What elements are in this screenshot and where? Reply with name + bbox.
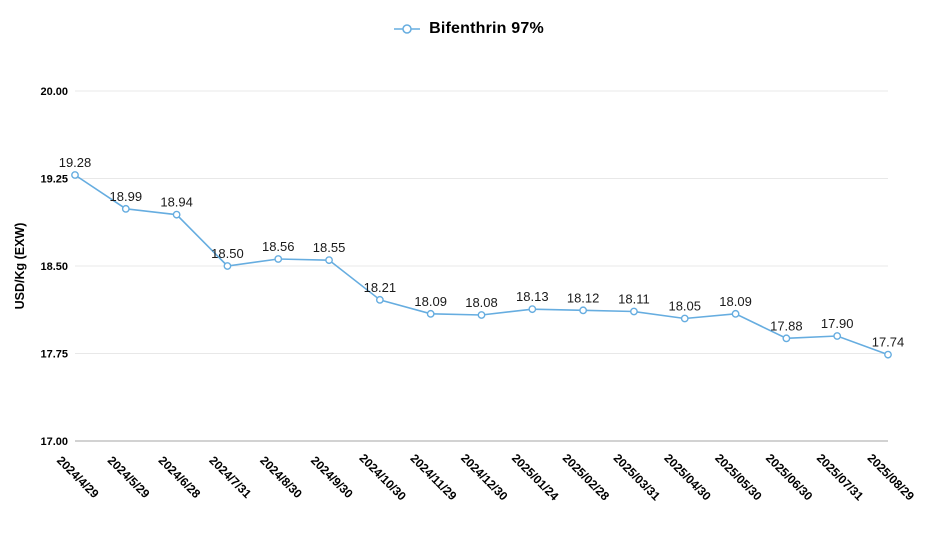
data-point-marker[interactable]: [426, 309, 435, 318]
data-point-marker[interactable]: [731, 309, 740, 318]
legend-label: Bifenthrin 97%: [429, 20, 544, 37]
data-point-marker[interactable]: [71, 171, 79, 179]
data-point-marker[interactable]: [121, 204, 130, 213]
y-tick-label: 18.50: [40, 261, 68, 273]
x-tick-label: 2025/05/30: [712, 451, 765, 504]
data-point-marker[interactable]: [477, 311, 486, 319]
y-tick-label: 19.25: [40, 174, 68, 186]
y-tick-label: 17.75: [40, 349, 68, 361]
data-point-label: 18.50: [211, 246, 244, 261]
x-tick-label: 2025/07/31: [814, 451, 867, 504]
y-tick-label: 20.00: [40, 86, 68, 98]
data-point-label: 18.09: [414, 294, 447, 309]
x-tick-label: 2025/03/31: [611, 451, 664, 504]
x-tick-label: 2024/5/29: [105, 453, 153, 501]
x-tick-label: 2025/04/30: [661, 451, 714, 504]
x-tick-label: 2024/9/30: [308, 453, 356, 501]
data-point-label: 18.56: [262, 239, 295, 254]
data-point-marker[interactable]: [375, 295, 384, 304]
data-point-label: 18.09: [719, 294, 752, 309]
x-tick-label: 2025/06/30: [763, 451, 816, 504]
data-point-label: 18.55: [313, 240, 346, 255]
data-point-label: 18.94: [160, 195, 193, 210]
data-point-label: 19.28: [59, 155, 92, 170]
y-tick-label: 17.00: [40, 436, 68, 448]
legend-marker-icon: [394, 24, 421, 34]
data-point-marker[interactable]: [325, 256, 333, 265]
x-tick-label: 2024/4/29: [54, 453, 102, 501]
data-point-label: 18.12: [567, 290, 600, 305]
data-point-marker[interactable]: [579, 306, 588, 315]
data-point-marker[interactable]: [528, 305, 537, 314]
data-point-marker[interactable]: [274, 255, 283, 263]
data-point-label: 17.74: [872, 335, 905, 350]
data-point-marker[interactable]: [172, 210, 181, 219]
data-point-label: 18.08: [465, 295, 498, 310]
x-tick-label: 2024/6/28: [156, 453, 204, 501]
data-point-marker[interactable]: [630, 307, 638, 316]
x-tick-label: 2024/12/30: [458, 451, 511, 504]
data-point-label: 18.21: [364, 280, 397, 295]
x-tick-label: 2025/02/28: [560, 451, 613, 504]
legend[interactable]: Bifenthrin 97%: [0, 20, 937, 38]
data-point-label: 18.13: [516, 289, 549, 304]
data-point-marker[interactable]: [782, 334, 791, 343]
data-point-marker[interactable]: [884, 350, 892, 359]
data-point-label: 17.88: [770, 318, 803, 333]
data-point-marker[interactable]: [680, 314, 689, 323]
series-line: [74, 174, 889, 356]
data-point-marker[interactable]: [833, 332, 842, 340]
x-tick-label: 2024/8/30: [257, 453, 305, 501]
x-tick-label: 2025/01/24: [509, 451, 562, 504]
data-point-label: 18.99: [110, 189, 143, 204]
data-point-marker[interactable]: [223, 262, 232, 270]
x-tick-label: 2025/08/29: [865, 451, 918, 504]
x-tick-label: 2024/7/31: [206, 453, 254, 501]
x-tick-label: 2024/11/29: [408, 451, 460, 503]
y-axis-title: USD/Kg (EXW): [13, 223, 27, 310]
data-point-label: 18.11: [618, 292, 650, 307]
data-point-label: 18.05: [668, 299, 701, 314]
x-tick-label: 2024/10/30: [357, 451, 410, 504]
data-point-label: 17.90: [821, 316, 854, 331]
